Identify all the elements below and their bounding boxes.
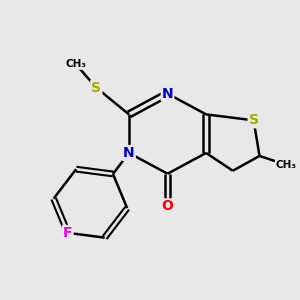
Text: S: S [249,113,259,127]
Text: S: S [91,81,101,95]
Text: O: O [162,200,173,213]
Text: CH₃: CH₃ [65,59,86,69]
Text: N: N [123,146,135,160]
Text: F: F [63,226,73,240]
Text: CH₃: CH₃ [276,160,297,170]
Text: N: N [162,87,173,100]
